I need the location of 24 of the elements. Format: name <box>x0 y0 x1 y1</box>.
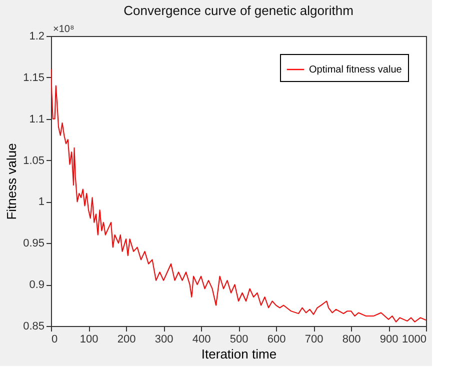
y-tick-label: 1 <box>38 196 44 208</box>
y-tick-label: 1.15 <box>23 72 44 84</box>
x-tick-label: 500 <box>230 334 248 346</box>
y-tick-label: 0.9 <box>29 279 44 292</box>
x-axis-title: Iteration time <box>201 346 277 362</box>
y-tick-label: 1.05 <box>23 154 44 167</box>
y-tick-label: 0.85 <box>23 320 44 332</box>
x-tick-label: 600 <box>267 334 286 346</box>
x-tick-label: 300 <box>154 334 174 346</box>
x-tick-label: 400 <box>192 334 211 346</box>
x-tick-label: 100 <box>80 334 98 346</box>
y-tick-label: 1.2 <box>29 30 44 42</box>
x-tick-label: 700 <box>304 334 324 346</box>
chart-title: Convergence curve of genetic algorithm <box>124 3 354 18</box>
text: ×10⁸ <box>53 24 74 35</box>
y-tick-label: 0.95 <box>23 238 44 250</box>
x-tick-label: 800 <box>342 334 361 346</box>
legend-label: Optimal fitness value <box>309 64 402 76</box>
y-tick-label: 1.1 <box>29 113 44 126</box>
x-tick-label: 900 <box>380 334 398 346</box>
x-tick-label: 0 <box>52 334 58 346</box>
y-axis-title: Fitness value <box>4 143 20 220</box>
x-tick-label: 1000 <box>402 334 426 346</box>
x-tick-label: 200 <box>117 334 136 346</box>
